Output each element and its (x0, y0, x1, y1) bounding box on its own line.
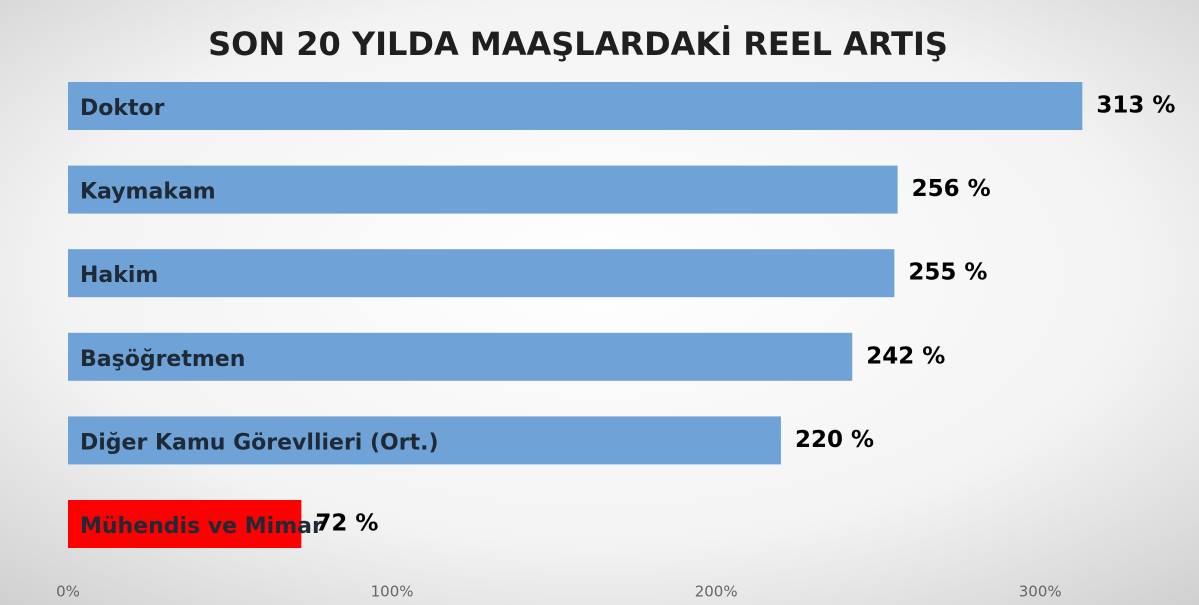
bar (68, 332, 853, 381)
value-label: 242 % (866, 343, 945, 369)
bar (68, 416, 781, 465)
category-label: Kaymakam (80, 180, 216, 205)
bar (68, 249, 895, 298)
value-label: 220 % (795, 427, 874, 453)
category-label: Doktor (80, 96, 165, 121)
category-label: Mühendis ve Mimar (80, 514, 323, 539)
bar (68, 82, 1083, 130)
category-label: Başöğretmen (80, 347, 245, 372)
x-tick-label: 0% (56, 583, 80, 601)
bar (68, 500, 302, 548)
category-label: Diğer Kamu Görevllieri (Ort.) (80, 430, 439, 455)
x-tick-label: 100% (371, 583, 414, 601)
chart-title: SON 20 YILDA MAAŞLARDAKİ REEL ARTIŞ (208, 25, 948, 63)
value-label: 256 % (912, 176, 991, 202)
bar (68, 165, 898, 214)
x-tick-label: 300% (1019, 583, 1062, 601)
x-tick-label: 200% (695, 583, 738, 601)
value-label: 313 % (1096, 93, 1175, 119)
value-label: 255 % (908, 260, 987, 286)
value-label: 72 % (315, 511, 378, 537)
category-label: Hakim (80, 263, 158, 288)
